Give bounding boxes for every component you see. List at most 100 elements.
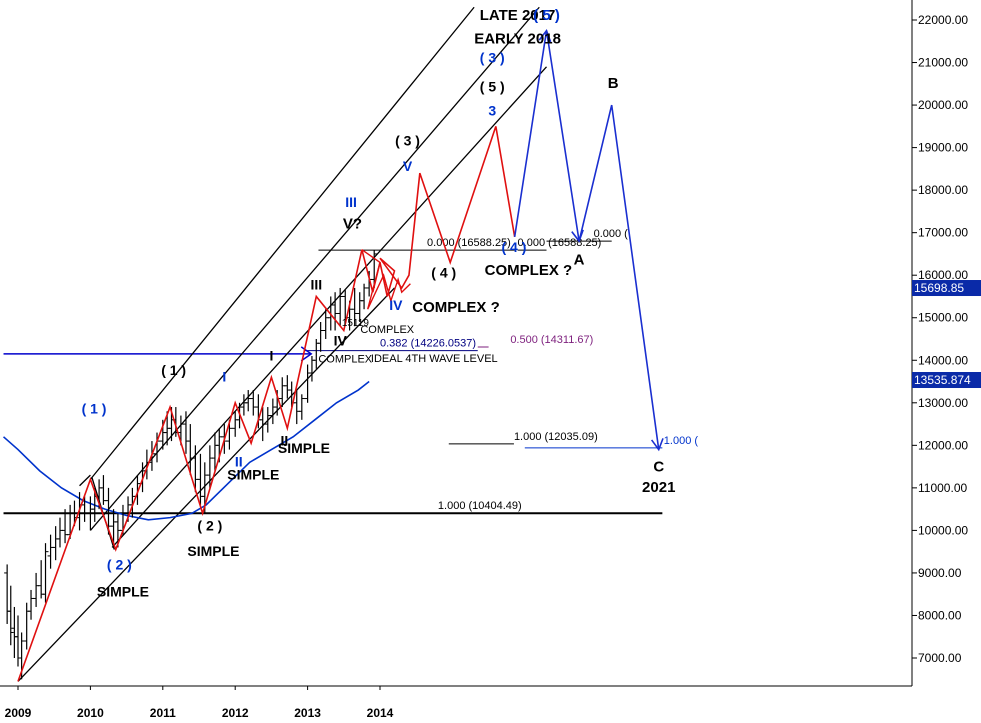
fib-level-label: 0.000 (16588.25)	[518, 237, 602, 249]
price-bar	[269, 398, 276, 425]
wave-label: ( 2 )	[107, 557, 132, 573]
wave-label: ( 5 )	[480, 78, 505, 94]
price-bar	[28, 589, 35, 620]
x-tick-label: 2009	[5, 706, 32, 720]
price-bar	[134, 475, 141, 505]
y-tick-label: 17000.00	[918, 226, 968, 240]
price-tag	[912, 280, 981, 297]
wave-label: 2021	[642, 479, 675, 496]
price-bar	[284, 375, 291, 399]
y-tick-label: 20000.00	[918, 98, 968, 112]
fib-level-label: 0.500 (14311.67)	[510, 334, 593, 346]
channel-top-left	[79, 474, 91, 487]
x-tick-label: 2013	[294, 706, 321, 720]
wave-label: COMPLEX ?	[412, 299, 500, 316]
price-bar	[62, 509, 69, 544]
price-bar	[304, 364, 311, 403]
arrow-wave-5	[538, 28, 552, 43]
price-bar	[371, 250, 378, 288]
moving-average-line	[2, 380, 370, 521]
wave-label: 3	[488, 103, 496, 119]
wave-label: III	[310, 277, 322, 293]
x-tick-label: 2012	[222, 706, 249, 720]
wave-label: II	[281, 432, 289, 448]
wave-label: ( 4 )	[431, 264, 456, 280]
y-tick-label: 9000.00	[918, 566, 962, 580]
price-bar	[15, 615, 21, 667]
arrow-wave-a	[571, 229, 584, 243]
wave-label: II	[235, 454, 243, 470]
x-tick-label: 2011	[150, 706, 176, 720]
wave-label: ( 3 )	[480, 50, 505, 66]
fib-levels: 0.000 (16588.25) 0.000 (16588.25)0.000 (0…	[3, 228, 699, 515]
wave-label: COMPLEX ?	[485, 262, 573, 279]
wave-label: ( 5 )	[533, 7, 560, 24]
y-tick-label: 13000.00	[918, 396, 968, 410]
price-bar	[42, 543, 49, 603]
y-tick-label: 21000.00	[918, 56, 968, 70]
wave-label: IDEAL 4TH WAVE LEVEL	[371, 353, 498, 365]
wave-label: COMPLEX	[360, 324, 414, 336]
wave-label: III	[345, 194, 357, 210]
wave-label: LATE 2017	[480, 7, 556, 24]
wave-labels: ( 1 )( 2 )SIMPLE( 1 )( 2 )SIMPLEIIISIMPL…	[82, 7, 676, 599]
price-bar	[298, 394, 305, 420]
fib-level-label: 0.382 (14226.0537)	[380, 338, 476, 350]
price-bar	[182, 411, 189, 454]
fib-level-label: 0.000 (16588.25)	[427, 237, 511, 249]
price-bar	[245, 390, 252, 412]
wave-label: SIMPLE	[278, 440, 330, 456]
y-tick-label: 12000.00	[918, 438, 968, 452]
price-bar	[240, 394, 247, 416]
arrow-wave-c	[650, 438, 664, 452]
y-tick-label: 11000.00	[918, 481, 967, 495]
price-bar	[56, 517, 63, 548]
wave-label: SIMPLE	[227, 466, 279, 482]
wave-label: I	[269, 347, 273, 363]
wave-label: I	[222, 369, 226, 385]
wave-label: ( 2 )	[197, 517, 222, 533]
wave-label: IV	[389, 297, 403, 313]
price-tag-label: 15698.85	[914, 281, 964, 295]
trend-channels	[17, 6, 548, 682]
wave-label: V	[403, 158, 413, 174]
channel-mid-lower	[111, 66, 548, 548]
price-bar	[52, 526, 59, 561]
wave-label: ( 3 )	[395, 132, 420, 148]
channel-mid-upper	[89, 6, 540, 531]
y-tick-label: 8000.00	[918, 608, 962, 622]
price-bar	[7, 585, 14, 646]
price-bar	[38, 560, 45, 599]
y-tick-label: 14000.00	[918, 353, 968, 367]
wave-label: ( 4 )	[501, 239, 526, 255]
y-tick-label: 15000.00	[918, 311, 968, 325]
price-bar	[33, 572, 40, 607]
y-tick-label: 19000.00	[918, 141, 968, 155]
fib-level-label: 1.000 (	[664, 435, 699, 447]
y-tick-label: 16000.00	[918, 268, 968, 282]
wave-label: V?	[343, 215, 362, 232]
x-tick-label: 2010	[77, 706, 104, 720]
wave-label: A	[574, 252, 585, 269]
red-wave-zigzag	[361, 249, 411, 310]
fib-level-label: 0.000 (	[594, 228, 629, 240]
price-bar	[264, 407, 271, 433]
moving-average	[2, 380, 370, 521]
price-bar	[317, 321, 324, 352]
wave-label: IV	[334, 332, 348, 348]
x-tick-label: 2014	[367, 706, 394, 720]
price-bar	[23, 602, 30, 650]
price-bar	[81, 496, 88, 522]
wave-projections	[17, 28, 664, 682]
price-tag-label: 13535.874	[914, 373, 971, 387]
price-bar	[4, 564, 11, 624]
wave-label: COMPLEX	[318, 353, 372, 365]
price-bar	[232, 411, 239, 437]
fib-level-label: 1.000 (10404.49)	[438, 500, 522, 512]
wave-label: SIMPLE	[97, 583, 149, 599]
wave-label: SIMPLE	[187, 543, 239, 559]
wave-label: B	[608, 75, 619, 92]
